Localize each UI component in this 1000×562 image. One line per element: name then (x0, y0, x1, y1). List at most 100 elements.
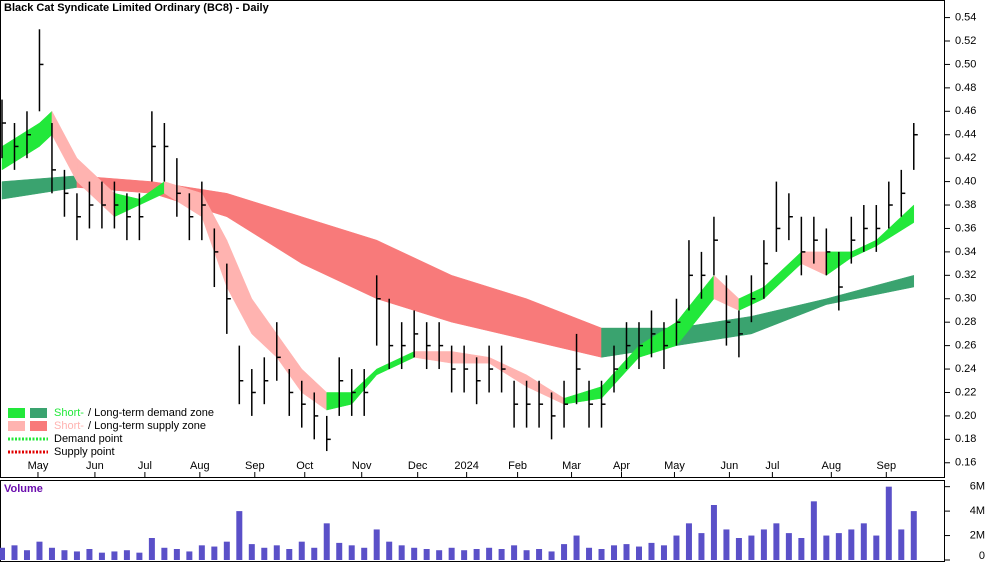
y-tick-label: 0.22 (955, 386, 976, 398)
volume-bar (823, 535, 830, 560)
volume-bar (635, 546, 642, 560)
legend-swatch (8, 408, 25, 418)
x-tick-label: Jul (138, 460, 152, 472)
volume-bar (386, 541, 393, 560)
volume-bar (548, 551, 555, 560)
volume-bar (810, 501, 817, 560)
y-tick-label: 0.24 (955, 363, 976, 375)
volume-bar (910, 511, 917, 560)
volume-tick-label: 4M (970, 505, 985, 517)
y-tick-label: 0.28 (955, 316, 976, 328)
x-tick-label: Apr (613, 460, 630, 472)
volume-bar (36, 541, 43, 560)
volume-bar (248, 544, 255, 560)
volume-bar (835, 533, 842, 560)
volume-bar (573, 535, 580, 560)
x-tick-label: Nov (352, 460, 372, 472)
volume-bar (498, 549, 505, 560)
volume-bar (423, 549, 430, 560)
volume-bar (885, 486, 892, 560)
volume-bar (198, 545, 205, 560)
volume-label: Volume (4, 483, 43, 495)
x-tick-label: Mar (562, 460, 581, 472)
y-tick-label: 0.44 (955, 129, 976, 141)
y-tick-label: 0.46 (955, 105, 976, 117)
volume-bar (323, 523, 330, 560)
y-tick-label: 0.42 (955, 152, 976, 164)
volume-bar (523, 550, 530, 560)
volume-bar (648, 542, 655, 560)
volume-bar (373, 529, 380, 560)
volume-bar (723, 529, 730, 560)
volume-bar (23, 550, 30, 560)
zone-segment (826, 274, 915, 305)
volume-bar (898, 529, 905, 560)
volume-bar (773, 523, 780, 560)
legend-swatch (8, 421, 25, 431)
legend-text: / Long-term demand zone (88, 407, 214, 419)
zone-segment (1, 175, 78, 200)
volume-bar (111, 551, 118, 560)
x-tick-label: Sep (245, 460, 265, 472)
y-tick-label: 0.34 (955, 246, 976, 258)
x-tick-label: Jun (721, 460, 739, 472)
volume-tick-label: 2M (970, 529, 985, 541)
volume-bar (660, 545, 667, 560)
y-tick-label: 0.26 (955, 340, 976, 352)
y-tick-label: 0.50 (955, 58, 976, 70)
y-tick-label: 0.38 (955, 199, 976, 211)
zone-segment (526, 298, 602, 358)
x-tick-label: May (28, 460, 49, 472)
volume-bar (211, 546, 218, 560)
volume-tick-label: 0 (979, 550, 985, 562)
volume-bar (61, 550, 68, 560)
zone-segment (226, 192, 303, 265)
volume-bar (785, 533, 792, 560)
volume-bar (48, 547, 55, 560)
legend-text: / Long-term supply zone (88, 420, 206, 432)
zone-segment (251, 297, 278, 358)
volume-bar (748, 535, 755, 560)
volume-bar (598, 549, 605, 560)
zone-segment (876, 204, 915, 247)
volume-bar (735, 538, 742, 560)
x-tick-label: Sep (877, 460, 897, 472)
legend-text: Supply point (54, 446, 115, 458)
legend-text: Demand point (54, 433, 123, 445)
zone-segment (301, 216, 377, 300)
chart-title: Black Cat Syndicate Limited Ordinary (BC… (4, 2, 270, 14)
volume-bar (0, 547, 5, 560)
zone-segment (451, 351, 490, 364)
legend-prefix: Short- (54, 420, 84, 432)
volume-bar (673, 535, 680, 560)
volume-bar (186, 551, 193, 560)
zone-segment (226, 240, 253, 335)
x-tick-label: May (664, 460, 685, 472)
y-tick-label: 0.18 (955, 433, 976, 445)
y-tick-label: 0.30 (955, 293, 976, 305)
volume-bar (86, 549, 93, 560)
volume-bar (536, 549, 543, 560)
volume-bar (73, 551, 80, 560)
volume-bar (473, 549, 480, 560)
x-tick-label: Aug (190, 460, 210, 472)
volume-bar (685, 523, 692, 560)
volume-bar (148, 538, 155, 560)
volume-bar (261, 547, 268, 560)
y-tick-label: 0.54 (955, 11, 976, 23)
volume-bar (561, 544, 568, 560)
y-tick-label: 0.20 (955, 410, 976, 422)
x-tick-label: Jun (86, 460, 104, 472)
legend-swatch (30, 408, 47, 418)
volume-bar (173, 549, 180, 560)
y-tick-label: 0.32 (955, 269, 976, 281)
volume-bar (336, 542, 343, 560)
volume-bar (11, 545, 18, 560)
zone-segment (763, 251, 802, 300)
volume-bar (436, 550, 443, 560)
volume-bar (511, 545, 518, 560)
volume-bar (586, 547, 593, 560)
legend-swatch (30, 421, 47, 431)
volume-bar (361, 547, 368, 560)
